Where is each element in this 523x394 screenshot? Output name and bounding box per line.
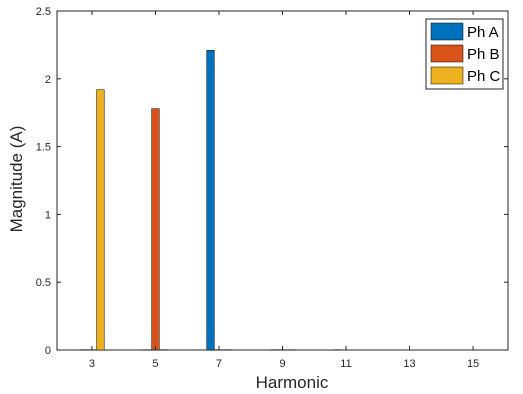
x-axis: 3 5 7 9 11 13 15	[89, 11, 479, 370]
x-tick-label: 3	[89, 358, 95, 370]
y-tick-label: 1	[45, 209, 51, 221]
y-tick-label: 1.5	[36, 142, 51, 154]
y-axis: 0 0.5 1 1.5 2 2.5	[36, 6, 508, 357]
y-tick-label: 0	[45, 345, 51, 357]
y-tick-label: 0.5	[36, 277, 51, 289]
legend-label: Ph B	[467, 46, 500, 63]
x-tick-label: 5	[152, 358, 158, 370]
x-axis-title: Harmonic	[256, 373, 329, 392]
x-tick-label: 15	[467, 358, 479, 370]
x-tick-label: 7	[216, 358, 222, 370]
x-tick-label: 13	[403, 358, 415, 370]
y-axis-title: Magnitude (A)	[7, 126, 26, 233]
x-tick-label: 9	[279, 358, 285, 370]
bar-ph-b-h5	[151, 108, 160, 351]
legend-swatch	[430, 66, 464, 85]
legend-label: Ph A	[467, 24, 499, 41]
legend: Ph A Ph B Ph C	[425, 18, 504, 90]
y-tick-label: 2.5	[36, 6, 51, 18]
y-tick-label: 2	[45, 74, 51, 86]
x-tick-label: 11	[340, 358, 351, 370]
bar-ph-c-h3	[96, 89, 105, 351]
legend-label: Ph C	[467, 68, 501, 85]
legend-swatch	[430, 22, 464, 41]
bar-ph-a-h7	[206, 50, 215, 351]
bars-group	[79, 50, 342, 351]
legend-swatch	[430, 44, 464, 63]
